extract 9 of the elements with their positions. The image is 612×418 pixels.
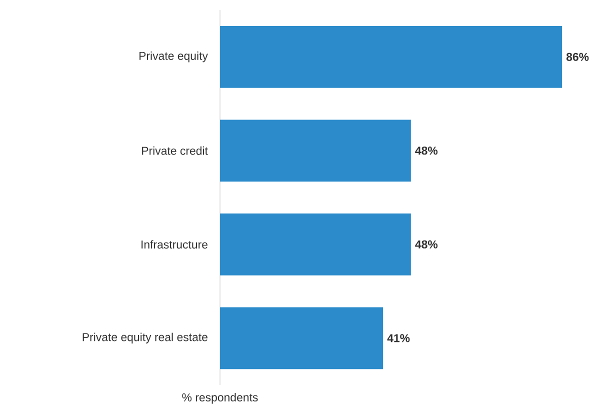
y-tick-label: Private equity real estate <box>82 332 208 344</box>
x-axis-title: % respondents <box>182 393 258 404</box>
y-tick-label: Private equity <box>140 52 208 62</box>
data-label: 41% <box>387 334 410 342</box>
data-label: 48% <box>415 146 438 155</box>
y-tick-label: Infrastructure <box>142 240 208 249</box>
y-tick-label: Private credit <box>142 146 208 155</box>
data-label: 86% <box>566 52 589 61</box>
data-label: 48% <box>415 240 438 248</box>
